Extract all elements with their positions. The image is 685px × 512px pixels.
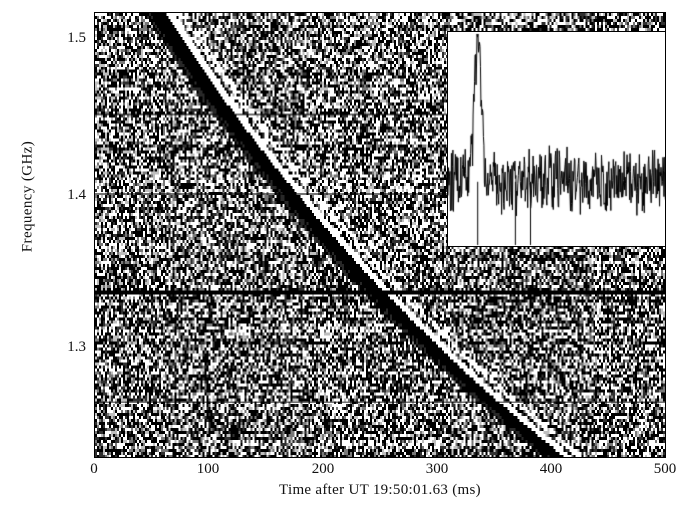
y-tick-label: 1.4 (67, 187, 86, 203)
x-tick-label: 400 (539, 461, 563, 477)
x-tick-label: 300 (425, 461, 449, 477)
x-tick-label: 200 (311, 461, 335, 477)
y-tick-label: 1.5 (67, 30, 86, 46)
x-tick-label: 0 (90, 461, 98, 477)
x-tick-label-group: 0 100 200 300 400 500 (0, 462, 685, 484)
y-tick-label: 1.3 (67, 339, 86, 355)
pulse-profile-canvas (448, 32, 665, 246)
x-tick-label: 100 (196, 461, 220, 477)
x-axis-label: Time after UT 19:50:01.63 (ms) (279, 482, 481, 498)
y-axis-label: Frequency (GHz) (19, 140, 36, 253)
x-tick-label: 500 (653, 461, 677, 477)
spectrogram-panel (94, 12, 666, 458)
y-tick-label-group: 1.5 1.4 1.3 (38, 0, 86, 512)
pulse-profile-inset (447, 31, 665, 247)
